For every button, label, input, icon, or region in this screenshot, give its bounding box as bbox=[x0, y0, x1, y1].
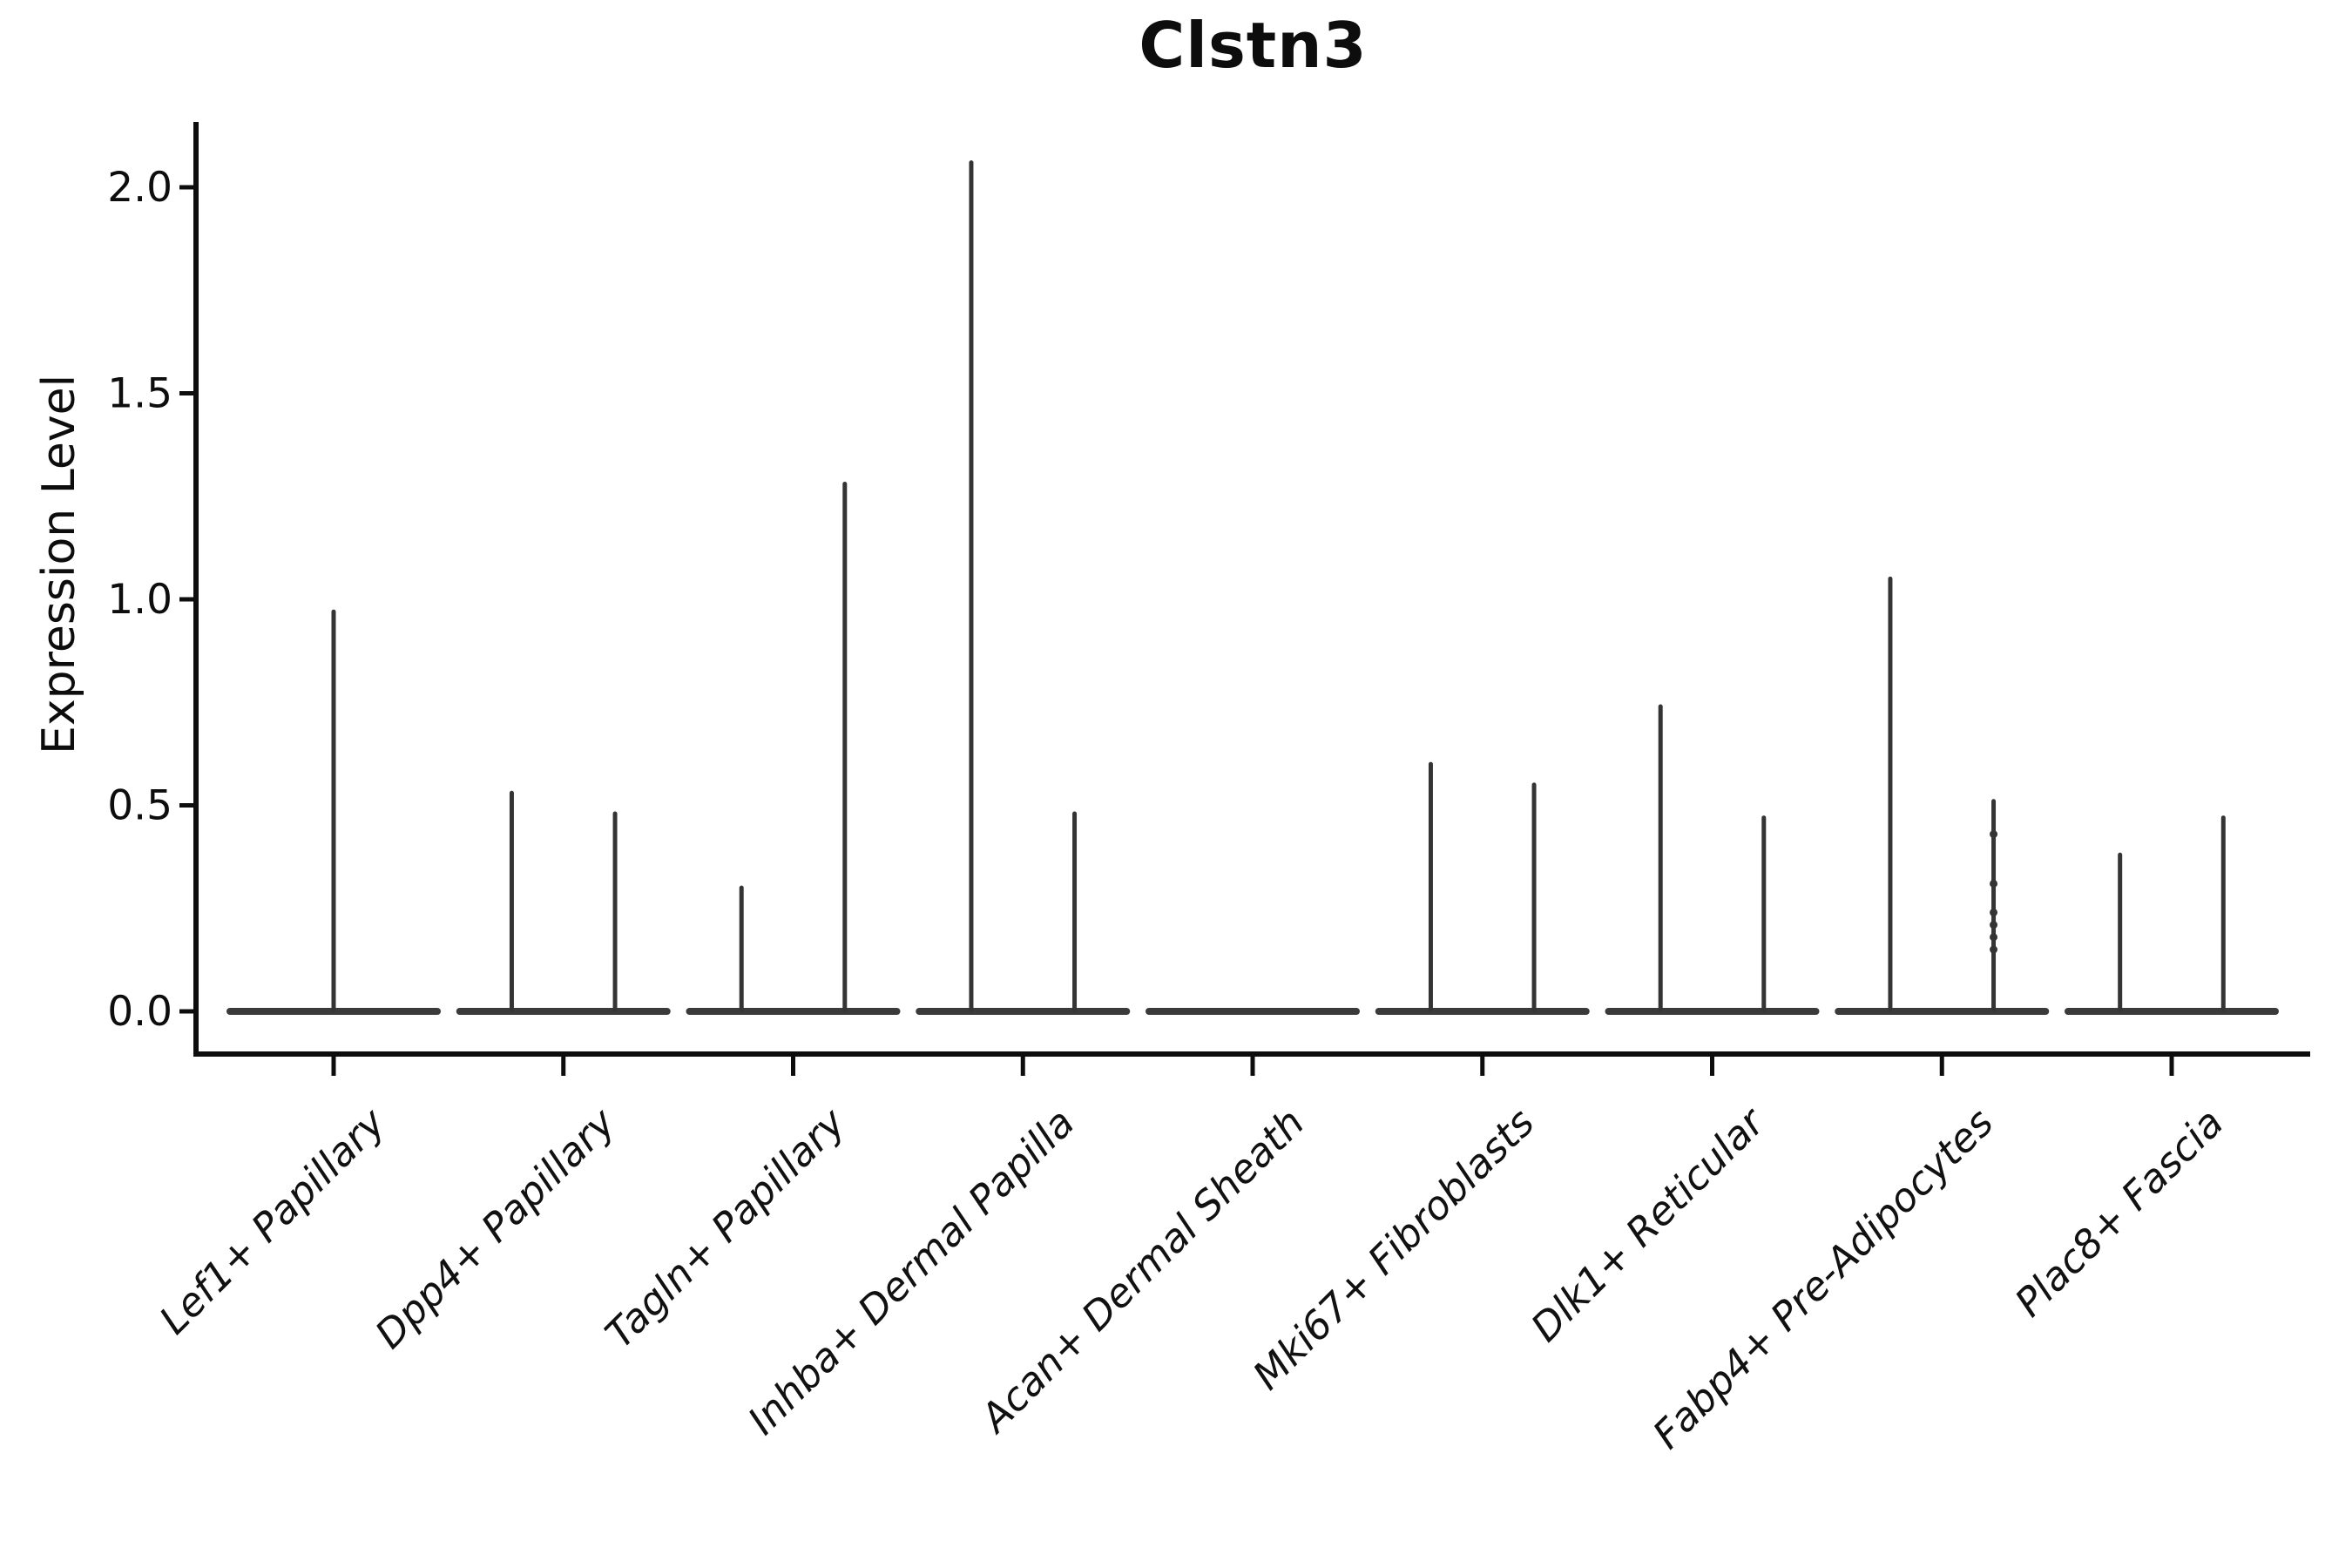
y-tick-label: 2.0 bbox=[107, 164, 172, 212]
y-tick-label: 0.0 bbox=[107, 988, 172, 1036]
expression-point bbox=[1990, 908, 1998, 916]
plot-title: Clstn3 bbox=[1139, 9, 1368, 82]
expression-point bbox=[1990, 945, 1998, 954]
y-tick-label: 1.0 bbox=[107, 576, 172, 624]
y-tick-label: 1.5 bbox=[107, 370, 172, 418]
expression-point bbox=[1990, 830, 1998, 839]
expression-point bbox=[1990, 879, 1998, 888]
expression-point bbox=[1990, 921, 1998, 929]
expression-point bbox=[1990, 933, 1998, 942]
y-tick-label: 0.5 bbox=[107, 782, 172, 830]
